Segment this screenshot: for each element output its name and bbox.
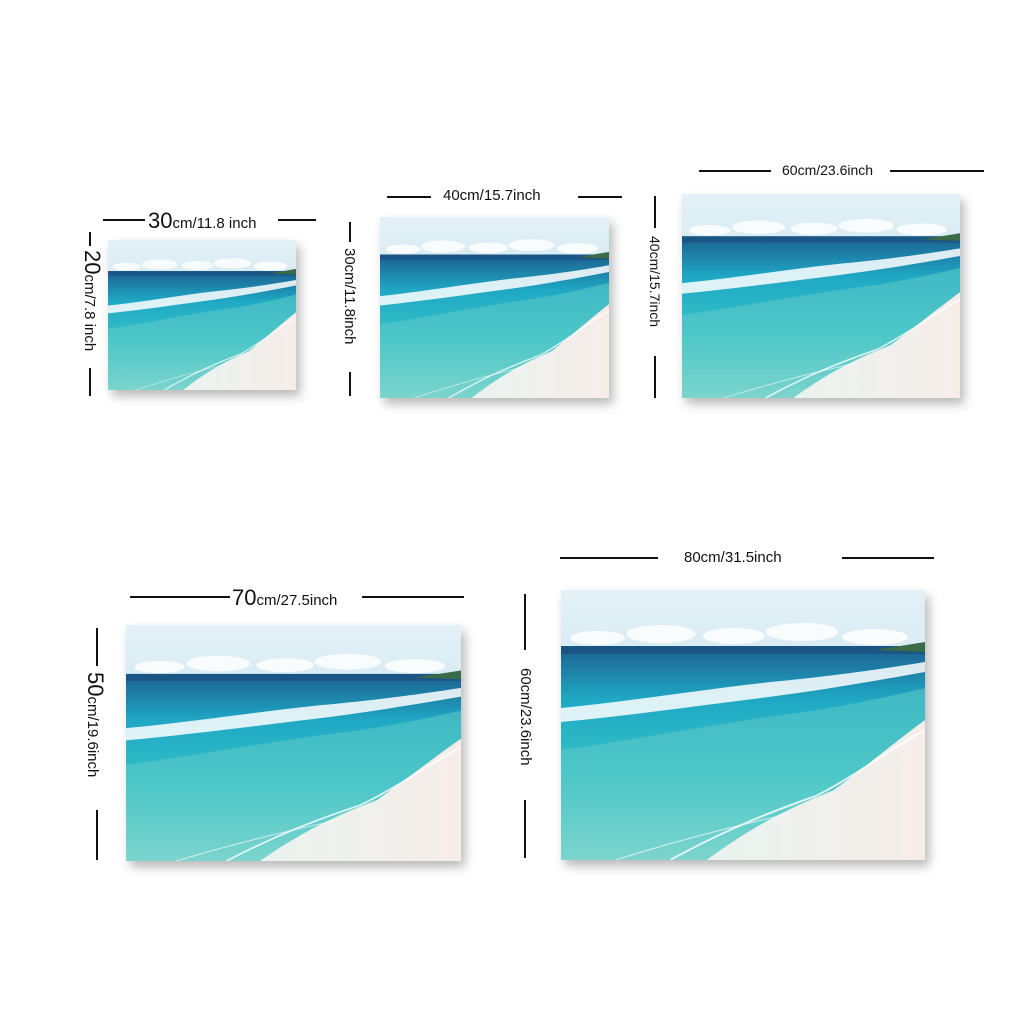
width-line-right (890, 170, 984, 172)
size5-height-label: 60cm/23.6inch (517, 668, 534, 766)
height-line-bottom (654, 356, 656, 398)
canvas-print-80x60 (561, 590, 925, 860)
width-line-left (130, 596, 230, 598)
size3-width-label: 60cm/23.6inch (782, 162, 874, 178)
size2-width-label: 40cm/15.7inch (443, 187, 541, 204)
width-line-right (578, 196, 622, 198)
beach-artwork (682, 194, 960, 398)
width-line-left (560, 557, 658, 559)
size4-height-label: 50cm/19.6inch (83, 672, 108, 778)
beach-artwork (380, 217, 609, 398)
size4-width-cm: 70 (232, 585, 257, 610)
size4-height-cm: 50 (83, 672, 108, 697)
height-line-top (96, 628, 98, 666)
size5-width-label: 80cm/31.5inch (684, 549, 782, 566)
width-line-right (362, 596, 464, 598)
height-line-top (654, 196, 656, 228)
size3-height-label: 40cm/15.7inch (647, 236, 663, 328)
height-line-top (89, 232, 91, 246)
width-line-right (842, 557, 934, 559)
size4-width-label: 70cm/27.5inch (232, 585, 338, 610)
canvas-print-40x30 (380, 217, 609, 398)
beach-artwork (561, 590, 925, 860)
height-line-bottom (349, 372, 351, 396)
width-line-left (103, 219, 145, 221)
height-line-top (349, 222, 351, 242)
width-line-right (278, 219, 316, 221)
beach-artwork (126, 625, 461, 861)
canvas-print-70x50 (126, 625, 461, 861)
size1-height-cm: 20 (80, 250, 105, 275)
beach-artwork (108, 240, 296, 390)
size1-width-label: 30cm/11.8 inch (148, 208, 257, 233)
height-line-bottom (96, 810, 98, 860)
height-line-bottom (524, 800, 526, 858)
width-line-left (387, 196, 431, 198)
canvas-print-60x40 (682, 194, 960, 398)
size1-height-label: 20cm/7.8 inch (80, 250, 105, 352)
canvas-print-30x20 (108, 240, 296, 390)
size1-width-cm: 30 (148, 208, 173, 233)
size2-height-label: 30cm/11.8inch (341, 248, 358, 345)
height-line-top (524, 594, 526, 650)
height-line-bottom (89, 368, 91, 396)
width-line-left (699, 170, 771, 172)
